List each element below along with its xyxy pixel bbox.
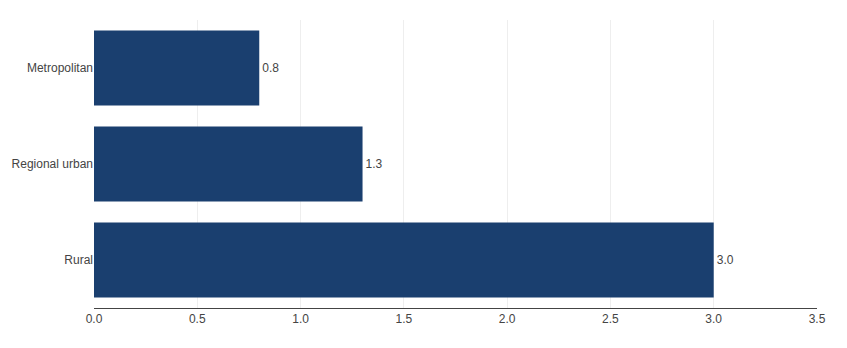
svg-text:3.0: 3.0: [705, 312, 722, 326]
svg-text:2.0: 2.0: [499, 312, 516, 326]
svg-text:0.8: 0.8: [262, 61, 279, 75]
svg-text:2.5: 2.5: [602, 312, 619, 326]
svg-text:3.5: 3.5: [809, 312, 826, 326]
svg-text:0.5: 0.5: [189, 312, 206, 326]
svg-text:1.0: 1.0: [292, 312, 309, 326]
svg-text:Metropolitan: Metropolitan: [27, 61, 93, 75]
svg-text:0.0: 0.0: [86, 312, 103, 326]
svg-text:Regional urban: Regional urban: [12, 157, 93, 171]
svg-text:Rural: Rural: [64, 253, 93, 267]
svg-text:3.0: 3.0: [717, 253, 734, 267]
svg-text:1.5: 1.5: [396, 312, 413, 326]
svg-text:1.3: 1.3: [366, 157, 383, 171]
